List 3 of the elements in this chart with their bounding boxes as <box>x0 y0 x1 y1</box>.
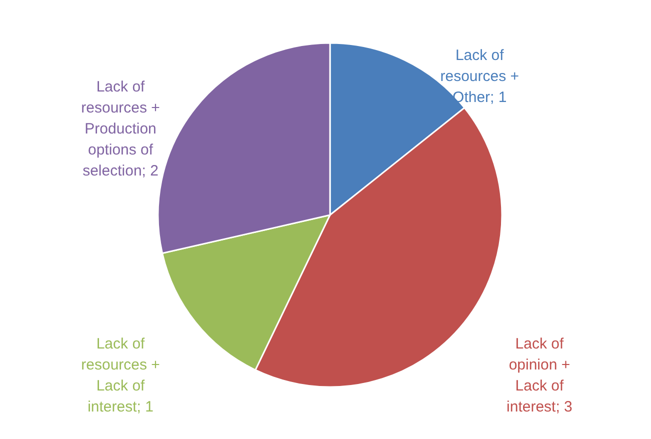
slice-label: Lack of opinion + Lack of interest; 3 <box>506 336 572 416</box>
slice-label: Lack of resources + Production options of selection; 2 <box>81 78 160 180</box>
slice-label: Lack of resources + Lack of interest; 1 <box>81 336 160 416</box>
